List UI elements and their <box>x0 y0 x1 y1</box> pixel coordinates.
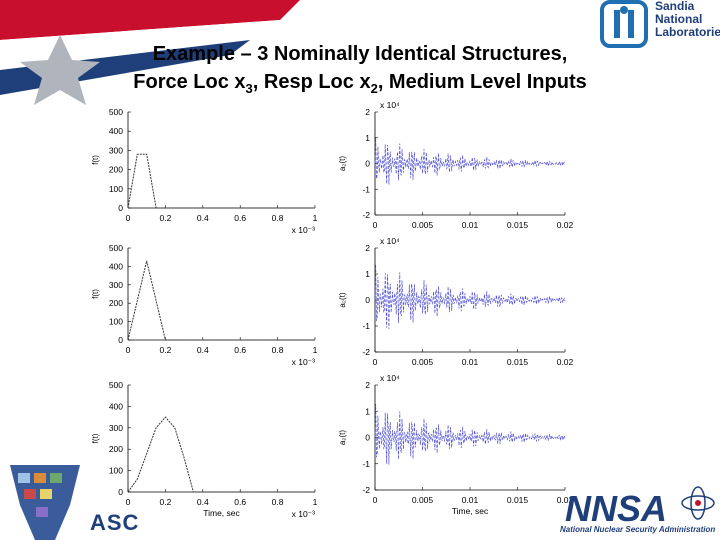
y-tick-label: 500 <box>109 107 123 117</box>
x-multiplier-label: x 10⁻³ <box>292 225 316 235</box>
x-tick-label: 0.005 <box>412 220 434 230</box>
y-tick-label: 500 <box>109 243 123 253</box>
x-tick-label: 0.02 <box>557 220 574 230</box>
y-tick-label: 200 <box>109 444 123 454</box>
y-tick-label: 200 <box>109 165 123 175</box>
y-multiplier-label: x 10⁴ <box>380 373 400 383</box>
y-tick-label: -2 <box>362 210 370 220</box>
y-tick-label: 1 <box>365 406 370 416</box>
y-tick-label: 0 <box>365 159 370 169</box>
y-tick-label: 200 <box>109 298 123 308</box>
series-line <box>127 153 315 209</box>
y-tick-label: 500 <box>109 380 123 390</box>
svg-text:NNSA: NNSA <box>565 488 667 527</box>
y-axis-label: f(t) <box>91 289 100 299</box>
star-icon <box>20 35 100 105</box>
y-tick-label: 0 <box>118 487 123 497</box>
x-tick-label: 1 <box>313 497 318 507</box>
x-tick-label: 0 <box>126 345 131 355</box>
x-tick-label: 0.015 <box>507 495 529 505</box>
x-tick-label: 0 <box>373 220 378 230</box>
x-tick-label: 0.6 <box>234 213 246 223</box>
slide-title: Example – 3 Nominally Identical Structur… <box>133 43 587 96</box>
y-tick-label: 100 <box>109 184 123 194</box>
x-tick-label: 0.02 <box>557 357 574 367</box>
x-tick-label: 0.01 <box>462 495 479 505</box>
y-tick-label: -2 <box>362 485 370 495</box>
flag-banner <box>0 0 300 105</box>
x-multiplier-label: x 10⁻³ <box>292 357 316 367</box>
y-tick-label: 400 <box>109 126 123 136</box>
x-tick-label: 0.2 <box>159 497 171 507</box>
x-tick-label: 0.2 <box>159 213 171 223</box>
y-tick-label: 2 <box>365 243 370 253</box>
x-tick-label: 0.8 <box>272 497 284 507</box>
x-tick-label: 0.015 <box>507 220 529 230</box>
y-tick-label: 0 <box>365 433 370 443</box>
x-tick-label: 0.2 <box>159 345 171 355</box>
x-tick-label: 0.6 <box>234 345 246 355</box>
y-tick-label: 0 <box>365 295 370 305</box>
series-line <box>374 264 566 330</box>
x-tick-label: 0.6 <box>234 497 246 507</box>
y-tick-label: 0 <box>118 335 123 345</box>
y-tick-label: -1 <box>362 321 370 331</box>
y-axis-label: f(t) <box>91 433 100 443</box>
y-tick-label: 400 <box>109 401 123 411</box>
asc-collage-image <box>10 465 80 540</box>
y-multiplier-label: x 10⁴ <box>380 236 400 246</box>
y-tick-label: 300 <box>109 280 123 290</box>
x-tick-label: 0.8 <box>272 213 284 223</box>
asc-logo: ASC <box>90 510 140 535</box>
x-tick-label: 0 <box>373 357 378 367</box>
series-line <box>127 260 315 341</box>
y-axis-label: a₂(t) <box>338 430 347 445</box>
x-tick-label: 0.8 <box>272 345 284 355</box>
y-tick-label: 2 <box>365 380 370 390</box>
x-axis-label: Time, sec <box>452 506 489 516</box>
y-tick-label: 100 <box>109 466 123 476</box>
x-tick-label: 1 <box>313 345 318 355</box>
y-tick-label: -1 <box>362 184 370 194</box>
y-tick-label: 300 <box>109 423 123 433</box>
sandia-logo-icon <box>600 0 648 48</box>
x-tick-label: 0 <box>126 213 131 223</box>
nnsa-logo-icon: NNSA <box>565 486 715 527</box>
y-tick-label: 300 <box>109 145 123 155</box>
y-tick-label: 100 <box>109 317 123 327</box>
x-tick-label: 0.005 <box>412 495 434 505</box>
series-line <box>374 137 566 185</box>
sandia-logo-text: Sandia National Laboratories <box>655 0 720 39</box>
x-tick-label: 0 <box>126 497 131 507</box>
y-tick-label: 1 <box>365 269 370 279</box>
y-axis-label: f(t) <box>91 155 100 165</box>
x-tick-label: 0.01 <box>462 357 479 367</box>
y-multiplier-label: x 10⁴ <box>380 100 400 110</box>
y-tick-label: -2 <box>362 347 370 357</box>
y-tick-label: -1 <box>362 459 370 469</box>
y-axis-label: a₂(t) <box>338 292 347 307</box>
x-tick-label: 0.4 <box>197 345 209 355</box>
x-tick-label: 0.005 <box>412 357 434 367</box>
series-line <box>374 403 566 465</box>
nnsa-subtitle: National Nuclear Security Administration <box>560 525 716 534</box>
x-tick-label: 0.02 <box>557 495 574 505</box>
y-axis-label: a₂(t) <box>338 156 347 171</box>
x-tick-label: 0.4 <box>197 497 209 507</box>
x-tick-label: 0.015 <box>507 357 529 367</box>
y-tick-label: 1 <box>365 133 370 143</box>
series-line <box>127 416 315 493</box>
y-tick-label: 2 <box>365 107 370 117</box>
x-axis-label: Time, sec <box>203 508 240 518</box>
y-tick-label: 400 <box>109 261 123 271</box>
x-tick-label: 0.01 <box>462 220 479 230</box>
x-tick-label: 0 <box>373 495 378 505</box>
y-tick-label: 0 <box>118 203 123 213</box>
x-multiplier-label: x 10⁻³ <box>292 509 316 519</box>
x-tick-label: 1 <box>313 213 318 223</box>
x-tick-label: 0.4 <box>197 213 209 223</box>
